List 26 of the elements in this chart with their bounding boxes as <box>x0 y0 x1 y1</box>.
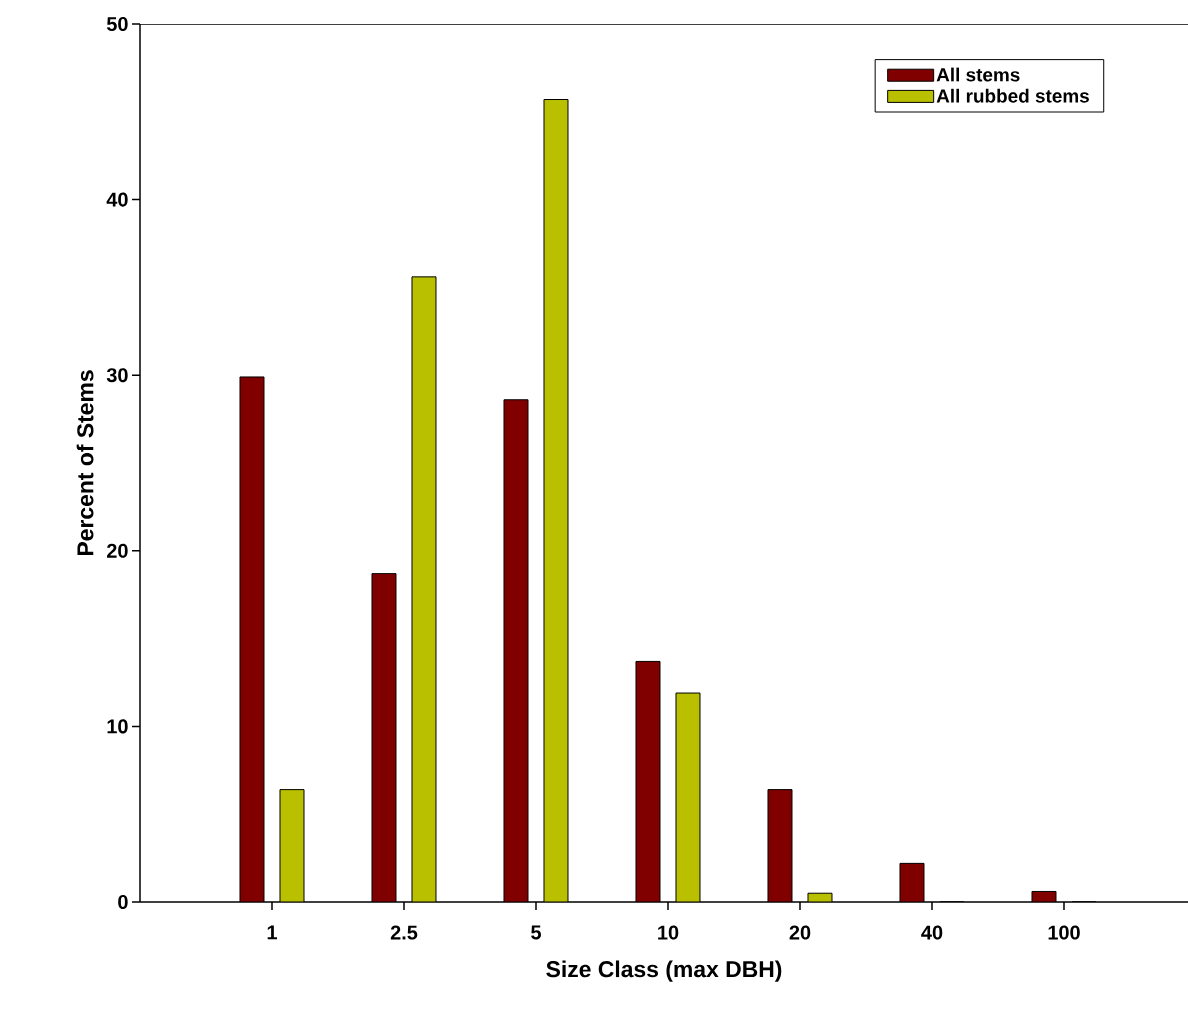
bar <box>767 789 793 902</box>
x-tick-label: 100 <box>1048 925 1080 940</box>
x-tick-label: 5 <box>531 925 541 940</box>
bar <box>239 376 265 902</box>
bar <box>635 660 661 902</box>
y-axis-title: Percent of Stems <box>76 370 94 556</box>
x-tick-label: 40 <box>921 925 943 940</box>
bar <box>411 276 437 902</box>
x-tick-label: 20 <box>789 925 811 940</box>
bar <box>371 573 397 902</box>
x-axis-title: Size Class (max DBH) <box>546 960 782 982</box>
y-tick-label: 10 <box>107 719 128 734</box>
legend-label: All rubbed stems <box>936 88 1089 103</box>
bar <box>503 399 529 902</box>
bar <box>279 789 305 902</box>
bar <box>675 692 701 902</box>
legend-label: All stems <box>936 67 1020 82</box>
y-tick-label: 40 <box>106 192 128 207</box>
y-tick-label: 0 <box>118 894 128 910</box>
y-tick-label: 50 <box>106 16 128 32</box>
y-tick-label: 30 <box>106 368 128 383</box>
y-tick-label: 20 <box>107 543 128 558</box>
x-tick-label: 10 <box>658 925 679 940</box>
x-tick-label: 1 <box>267 925 277 940</box>
bar <box>543 99 569 902</box>
x-tick-label: 2.5 <box>390 925 418 940</box>
